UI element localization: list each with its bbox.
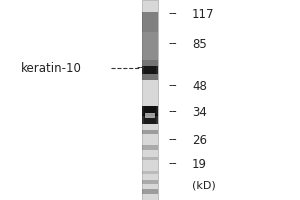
Bar [142,157,158,160]
Bar [142,171,158,174]
Text: --: -- [168,80,177,92]
Bar [142,106,158,116]
Bar [142,189,158,194]
Text: 19: 19 [192,158,207,170]
Bar [142,180,158,184]
Bar [144,106,156,116]
Bar [144,114,156,124]
Bar [142,114,158,124]
Bar [142,60,158,80]
Bar [144,66,156,74]
Bar [145,113,155,118]
Text: 26: 26 [192,134,207,146]
Bar [142,145,158,150]
Bar [142,66,158,74]
Bar [142,130,158,134]
Text: --: -- [168,134,177,146]
Text: --: -- [168,106,177,118]
Text: keratin-10: keratin-10 [21,62,82,74]
Text: --: -- [168,38,177,50]
Text: 85: 85 [192,38,207,50]
Text: 34: 34 [192,106,207,118]
Text: --: -- [168,158,177,170]
Text: 117: 117 [192,7,214,21]
Text: --: -- [168,7,177,21]
Bar [142,0,158,200]
Text: (kD): (kD) [192,181,216,191]
Text: --: -- [136,62,145,74]
Bar [142,32,158,60]
Bar [142,12,158,32]
Text: 48: 48 [192,80,207,92]
